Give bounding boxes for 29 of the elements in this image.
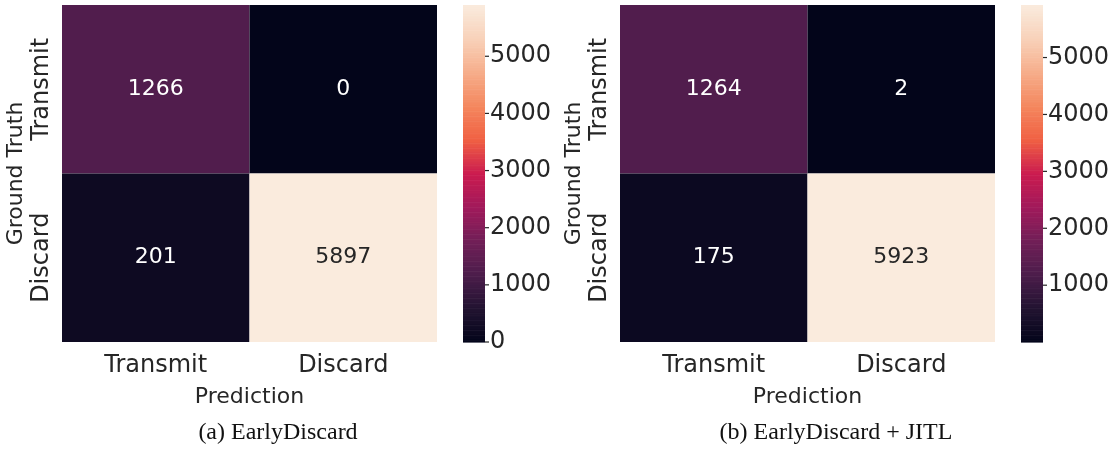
data-label: 175: [692, 243, 735, 269]
color-bar-label: 5000: [490, 40, 552, 69]
x-tick-label: Discard: [856, 350, 947, 379]
color-bar-label: 1000: [1048, 269, 1110, 298]
text: (a) EarlyDiscard: [197, 418, 359, 445]
color-bar-label: 5000: [1048, 41, 1110, 70]
color-bar-label: 2000: [1048, 212, 1110, 241]
color-bar-label: 1000: [490, 269, 552, 298]
x-tick-label: Transmit: [661, 350, 766, 379]
data-label: 2: [894, 74, 909, 100]
data-label: 5897: [315, 243, 372, 269]
data-label: 201: [134, 243, 177, 269]
y-axis-title: Ground Truth: [1, 101, 27, 246]
color-bar-label: 2000: [490, 211, 552, 240]
x-axis-title: Prediction: [194, 382, 305, 408]
data-label: 1266: [127, 74, 184, 100]
color-bar-label: 4000: [490, 97, 552, 126]
x-tick-label: Transmit: [103, 350, 208, 379]
data-label: 1264: [685, 74, 742, 100]
text: (b) EarlyDiscard + JITL: [718, 418, 954, 445]
color-bar-label: 0: [490, 326, 506, 355]
x-axis-title: Prediction: [752, 382, 863, 408]
x-tick-label: Discard: [298, 350, 389, 379]
color-bar-label: 3000: [490, 154, 552, 183]
color-bar-label: 4000: [1048, 98, 1110, 127]
data-label: 0: [336, 74, 351, 100]
y-axis-title: Ground Truth: [559, 101, 585, 246]
data-label: 5923: [873, 243, 930, 269]
color-bar-label: 3000: [1048, 155, 1110, 184]
